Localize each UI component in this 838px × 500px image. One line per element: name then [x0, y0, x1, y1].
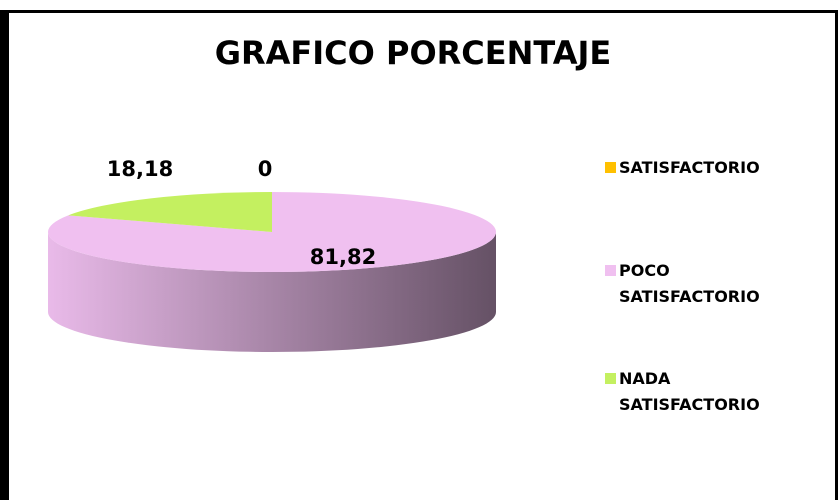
slice-side [48, 232, 496, 352]
data-label: 0 [258, 157, 273, 181]
legend-item: SATISFACTORIO [605, 155, 790, 181]
legend-swatch [605, 373, 616, 384]
chart-frame [0, 10, 838, 500]
slice [47, 192, 496, 273]
legend-item: POCO SATISFACTORIO [605, 258, 790, 310]
legend-item: NADA SATISFACTORIO [605, 366, 790, 418]
data-label: 81,82 [310, 245, 376, 269]
data-label: 18,18 [107, 157, 173, 181]
legend-label: NADA SATISFACTORIO [619, 369, 760, 414]
legend-label: SATISFACTORIO [619, 158, 760, 177]
legend-swatch [605, 265, 616, 276]
chart-title: GRAFICO PORCENTAJE [215, 34, 612, 72]
legend-swatch [605, 162, 616, 173]
slice [68, 192, 272, 232]
legend-label: POCO SATISFACTORIO [619, 261, 760, 306]
